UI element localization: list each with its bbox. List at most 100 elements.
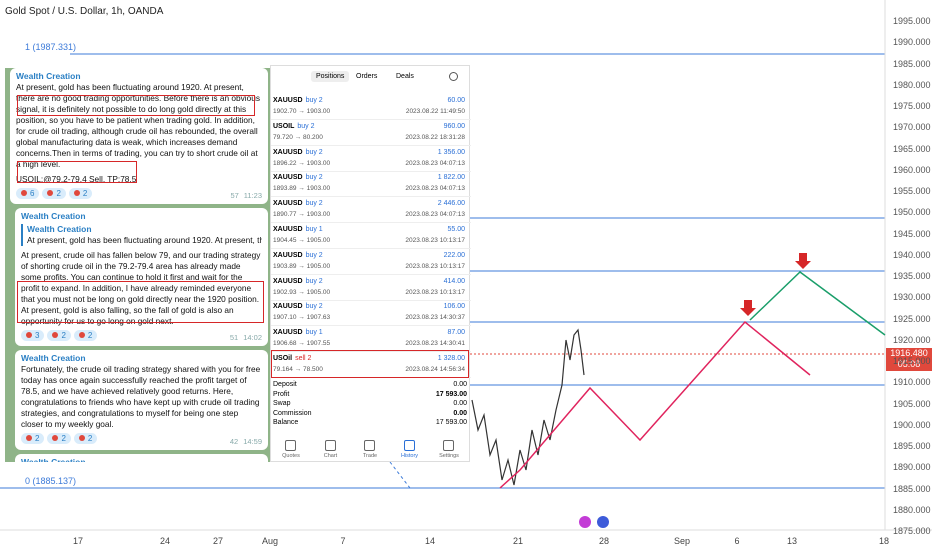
trade-row[interactable]: XAUUSD buy 2 1896.22 → 1903.00 1 356.00 2023… (271, 146, 471, 172)
message-text: At present, crude oil has fallen below 7… (21, 250, 261, 326)
clock-icon (449, 72, 458, 81)
symbol: XAUUSD buy 2 (273, 277, 323, 285)
chart-title: Gold Spot / U.S. Dollar, 1h, OANDA (5, 6, 164, 17)
price-label: 1965.000 (893, 143, 931, 154)
prices: 1893.89 → 1903.00 (273, 185, 331, 193)
symbol: XAUUSD buy 2 (273, 200, 323, 208)
price-label: 1960.000 (893, 164, 931, 175)
reaction[interactable]: 2 (68, 188, 93, 199)
price-label: 1895.000 (893, 441, 931, 451)
nav-item[interactable]: Trade (362, 453, 378, 459)
prices: 1902.70 → 1903.00 (273, 108, 331, 115)
reply-sender: Wealth Creation (27, 224, 92, 234)
label: Commission (273, 409, 312, 417)
price-label: 1955.000 (893, 186, 931, 196)
price-label: 1970.000 (893, 122, 931, 133)
price-label: 1945.000 (893, 228, 931, 239)
views: 42 (229, 437, 239, 446)
nav-item[interactable]: Settings (439, 453, 459, 459)
price-label: 1875.000 (893, 526, 931, 536)
date-label: 28 (598, 536, 610, 546)
price-label: 1890.000 (893, 462, 931, 473)
tab[interactable]: Orders (356, 73, 378, 80)
symbol: XAUUSD buy 2 (273, 303, 323, 311)
price-label: 1990.000 (893, 37, 931, 48)
sender: Wealth Creation (21, 211, 86, 221)
time: 2023.08.23 04:07:13 (405, 159, 465, 167)
prices: 79.164 → 78.500 (273, 366, 323, 373)
label: Profit (273, 390, 290, 398)
action: buy 2 (305, 97, 323, 104)
trade-row[interactable]: USOIL buy 2 79.720 → 80.200 960.00 2023.08.2… (271, 120, 471, 146)
symbol: USOIL buy 2 (273, 122, 315, 130)
chat-message: Wealth Creation At present, gold has been… (10, 68, 268, 204)
label: Balance (273, 419, 299, 426)
price-label: 1995.000 (893, 16, 931, 26)
profit: 414.00 (443, 277, 465, 285)
trade-row[interactable]: XAUUSD buy 2 1902.70 → 1903.00 60.00 2023.08… (271, 94, 471, 120)
reaction[interactable]: 2 (73, 330, 98, 341)
sender: Wealth Creation (21, 457, 86, 462)
nav-icon (285, 440, 296, 451)
price-label: 1935.000 (893, 271, 931, 281)
trade-row[interactable]: XAUUSD buy 1 1906.68 → 1907.55 87.00 2023.08… (271, 326, 471, 353)
fib-trend (389, 461, 411, 489)
date-label: 13 (786, 536, 798, 546)
trade-row[interactable]: XAUUSD buy 2 1902.93 → 1905.00 414.00 2023.0… (271, 275, 471, 301)
message-text: At present, gold has been fluctuating ar… (16, 82, 260, 169)
prices: 1904.45 → 1905.00 (273, 237, 331, 244)
time: 2023.08.22 18:31:28 (405, 133, 465, 141)
date-label: 6 (734, 536, 740, 546)
profit: 60.00 (447, 97, 465, 104)
views: 57 (230, 191, 239, 200)
reaction[interactable]: 2 (73, 433, 98, 444)
nav-item[interactable]: Chart (323, 453, 338, 459)
trade-history[interactable]: Positions Orders Deals XAUUSD buy 2 1902.70 →… (270, 65, 471, 462)
price-label: 1900.000 (893, 419, 931, 430)
prices: 1906.68 → 1907.55 (273, 340, 331, 348)
date-label: 27 (212, 536, 224, 546)
current-price: 1916.480 05:08 (886, 348, 932, 371)
trade-row[interactable]: XAUUSD buy 2 1903.89 → 1905.00 222.00 2023.0… (271, 249, 471, 275)
message-meta: 42 14:59 (230, 436, 262, 447)
price-label: 1930.000 (893, 292, 931, 303)
action: buy 2 (305, 174, 323, 182)
nav-item[interactable]: History (400, 453, 419, 459)
tab[interactable]: Positions (311, 71, 350, 82)
profit: 2 446.00 (437, 200, 465, 208)
projection-green (749, 271, 886, 336)
reaction[interactable]: 2 (47, 433, 71, 444)
fib-label: 1 (1987.331) (25, 42, 77, 52)
reaction[interactable]: 6 (16, 188, 40, 199)
reaction[interactable]: 2 (47, 330, 71, 341)
sender: Wealth Creation (21, 353, 86, 363)
tab[interactable]: Deals (396, 73, 414, 80)
action: sell 2 (295, 355, 312, 362)
date-label: 18 (878, 536, 890, 546)
nav-item[interactable]: Quotes (282, 453, 300, 459)
profit: 106.00 (443, 303, 465, 311)
time: 2023.08.23 10:13:17 (405, 288, 465, 296)
prices: 1903.89 → 1905.00 (273, 262, 331, 270)
price-label: 1905.000 (893, 398, 931, 409)
icon (579, 516, 591, 528)
reaction[interactable]: 3 (21, 330, 45, 341)
symbol: XAUUSD buy 1 (273, 226, 323, 233)
highlight-box (17, 95, 255, 116)
price: 1916.480 (890, 348, 928, 358)
trade-row[interactable]: XAUUSD buy 1 1904.45 → 1905.00 55.00 2023.08… (271, 223, 471, 249)
reaction[interactable]: 2 (42, 188, 66, 199)
signal-text: USOIL:@79.2-79.4 Sell, TP:78.5 (16, 174, 137, 184)
trade-row[interactable]: XAUUSD buy 2 1907.10 → 1907.63 106.00 2023.0… (271, 300, 471, 327)
trade-row[interactable]: XAUUSD buy 2 1890.77 → 1903.00 2 446.00 2023… (271, 197, 471, 224)
reaction[interactable]: 2 (21, 433, 45, 444)
profit: 1 822.00 (437, 174, 465, 182)
date-label: 21 (512, 536, 524, 546)
highlight-box (17, 281, 264, 323)
action: buy 2 (305, 303, 323, 311)
prices: 1902.93 → 1905.00 (273, 288, 331, 296)
trade-row[interactable]: XAUUSD buy 2 1893.89 → 1903.00 1 822.00 2023… (271, 171, 471, 198)
